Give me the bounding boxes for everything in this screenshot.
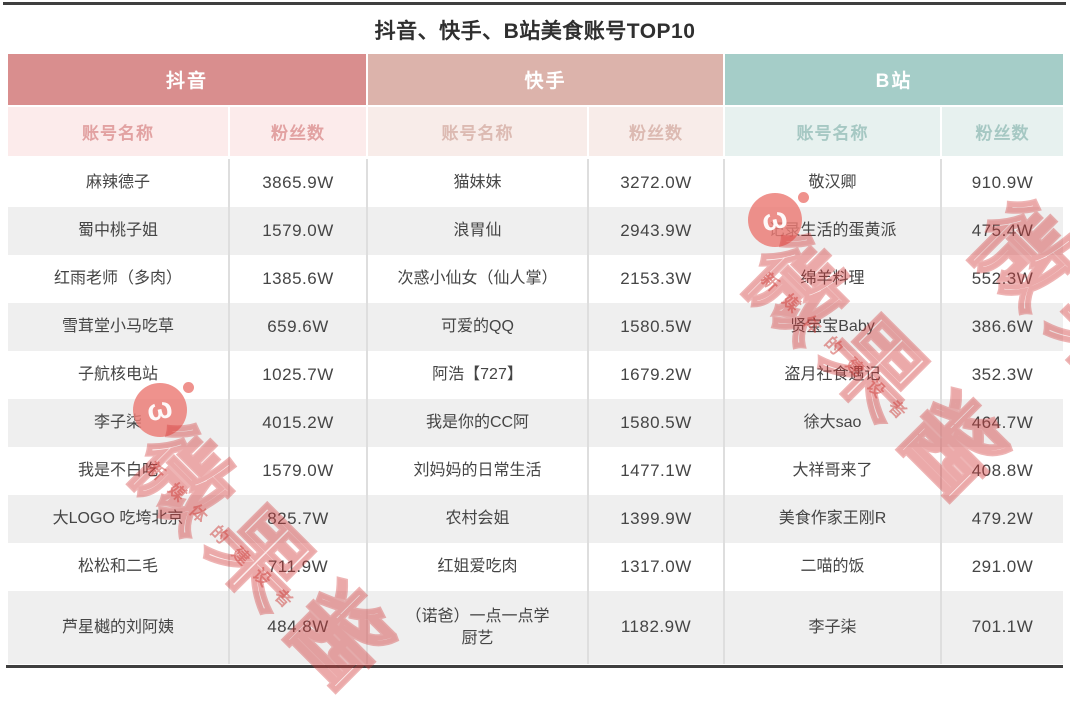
- fans-cell-bilibili: 386.6W: [942, 303, 1063, 351]
- account-cell-douyin: 雪茸堂小马吃草: [8, 303, 228, 351]
- platform-header-kuaishou: 快手: [368, 54, 723, 105]
- fans-cell-bilibili: 464.7W: [942, 399, 1063, 447]
- table-row: 雪茸堂小马吃草 659.6W 可爱的QQ 1580.5W 贤宝宝Baby 386.6W: [8, 303, 1063, 351]
- account-cell-bilibili: 李子柒: [725, 591, 940, 664]
- account-cell-bilibili: 二喵的饭: [725, 543, 940, 591]
- account-cell-douyin: 子航核电站: [8, 351, 228, 399]
- table-row: 红雨老师（多肉） 1385.6W 次惑小仙女（仙人掌） 2153.3W 绵羊料理 552.…: [8, 255, 1063, 303]
- fans-cell-bilibili: 910.9W: [942, 159, 1063, 207]
- account-cell-bilibili: 徐大sao: [725, 399, 940, 447]
- account-cell-douyin: 芦星樾的刘阿姨: [8, 591, 228, 664]
- fans-cell-kuaishou: 2943.9W: [589, 207, 723, 255]
- account-cell-bilibili: 贤宝宝Baby: [725, 303, 940, 351]
- account-cell-kuaishou: 浪胃仙: [368, 207, 587, 255]
- fans-cell-kuaishou: 1679.2W: [589, 351, 723, 399]
- account-cell-kuaishou: 猫妹妹: [368, 159, 587, 207]
- account-cell-kuaishou: 刘妈妈的日常生活: [368, 447, 587, 495]
- column-header-douyin-fans: 粉丝数: [230, 107, 366, 156]
- column-header-kuaishou-fans: 粉丝数: [589, 107, 723, 156]
- fans-cell-bilibili: 552.3W: [942, 255, 1063, 303]
- table-row: 李子柒 4015.2W 我是你的CC阿 1580.5W 徐大sao 464.7W: [8, 399, 1063, 447]
- fans-cell-douyin: 659.6W: [230, 303, 366, 351]
- fans-cell-bilibili: 291.0W: [942, 543, 1063, 591]
- fans-cell-douyin: 1025.7W: [230, 351, 366, 399]
- fans-cell-kuaishou: 1477.1W: [589, 447, 723, 495]
- fans-cell-bilibili: 352.3W: [942, 351, 1063, 399]
- account-cell-douyin: 麻辣德子: [8, 159, 228, 207]
- fans-cell-kuaishou: 1317.0W: [589, 543, 723, 591]
- account-cell-kuaishou: 我是你的CC阿: [368, 399, 587, 447]
- fans-cell-kuaishou: 3272.0W: [589, 159, 723, 207]
- account-cell-bilibili: 大祥哥来了: [725, 447, 940, 495]
- table-row: 麻辣德子 3865.9W 猫妹妹 3272.0W 敬汉卿 910.9W: [8, 159, 1063, 207]
- account-cell-bilibili: 记录生活的蛋黄派: [725, 207, 940, 255]
- fans-cell-bilibili: 408.8W: [942, 447, 1063, 495]
- fans-cell-douyin: 825.7W: [230, 495, 366, 543]
- account-cell-kuaishou: 次惑小仙女（仙人掌）: [368, 255, 587, 303]
- account-cell-kuaishou: 红姐爱吃肉: [368, 543, 587, 591]
- account-cell-bilibili: 美食作家王刚R: [725, 495, 940, 543]
- fans-cell-douyin: 1579.0W: [230, 447, 366, 495]
- account-cell-kuaishou: 阿浩【727】: [368, 351, 587, 399]
- column-header-kuaishou-account: 账号名称: [368, 107, 587, 156]
- fans-cell-douyin: 3865.9W: [230, 159, 366, 207]
- fans-cell-bilibili: 475.4W: [942, 207, 1063, 255]
- fans-cell-kuaishou: 1399.9W: [589, 495, 723, 543]
- account-cell-douyin: 大LOGO 吃垮北京: [8, 495, 228, 543]
- fans-cell-bilibili: 479.2W: [942, 495, 1063, 543]
- fans-cell-bilibili: 701.1W: [942, 591, 1063, 664]
- fans-cell-kuaishou: 1580.5W: [589, 399, 723, 447]
- fans-cell-douyin: 1579.0W: [230, 207, 366, 255]
- table-row: 芦星樾的刘阿姨 484.8W （诺爸）一点一点学厨艺 1182.9W 李子柒 701.1W: [8, 591, 1063, 664]
- account-cell-douyin: 蜀中桃子姐: [8, 207, 228, 255]
- account-cell-bilibili: 盗月社食遇记: [725, 351, 940, 399]
- fans-cell-kuaishou: 2153.3W: [589, 255, 723, 303]
- table-row: 子航核电站 1025.7W 阿浩【727】 1679.2W 盗月社食遇记 352.3W: [8, 351, 1063, 399]
- account-cell-bilibili: 绵羊料理: [725, 255, 940, 303]
- top-divider-bar: [3, 2, 1066, 5]
- page-title: 抖音、快手、B站美食账号TOP10: [374, 20, 696, 43]
- column-header-douyin-account: 账号名称: [8, 107, 228, 156]
- table-row: 松松和二毛 711.9W 红姐爱吃肉 1317.0W 二喵的饭 291.0W: [8, 543, 1063, 591]
- account-cell-kuaishou: （诺爸）一点一点学厨艺: [368, 591, 587, 664]
- fans-cell-kuaishou: 1182.9W: [589, 591, 723, 664]
- account-cell-douyin: 红雨老师（多肉）: [8, 255, 228, 303]
- account-cell-kuaishou: 农村会姐: [368, 495, 587, 543]
- column-header-bilibili-fans: 粉丝数: [942, 107, 1063, 156]
- top10-table: 抖音 快手 B站 账号名称 粉丝数 账号名称 粉丝数 账号名称 粉丝数 麻辣德子…: [8, 54, 1063, 664]
- table-row: 蜀中桃子姐 1579.0W 浪胃仙 2943.9W 记录生活的蛋黄派 475.4W: [8, 207, 1063, 255]
- account-cell-bilibili: 敬汉卿: [725, 159, 940, 207]
- bottom-divider-bar: [6, 665, 1063, 668]
- fans-cell-kuaishou: 1580.5W: [589, 303, 723, 351]
- table-row: 我是不白吃 1579.0W 刘妈妈的日常生活 1477.1W 大祥哥来了 408.8W: [8, 447, 1063, 495]
- table-row: 大LOGO 吃垮北京 825.7W 农村会姐 1399.9W 美食作家王刚R 479.2W: [8, 495, 1063, 543]
- fans-cell-douyin: 1385.6W: [230, 255, 366, 303]
- table-body: 麻辣德子 3865.9W 猫妹妹 3272.0W 敬汉卿 910.9W 蜀中桃子姐 1579.…: [8, 159, 1063, 664]
- fans-cell-douyin: 4015.2W: [230, 399, 366, 447]
- column-header-bilibili-account: 账号名称: [725, 107, 940, 156]
- account-cell-douyin: 李子柒: [8, 399, 228, 447]
- platform-header-row: 抖音 快手 B站: [8, 54, 1063, 105]
- account-cell-kuaishou: 可爱的QQ: [368, 303, 587, 351]
- fans-cell-douyin: 711.9W: [230, 543, 366, 591]
- column-header-row: 账号名称 粉丝数 账号名称 粉丝数 账号名称 粉丝数: [8, 107, 1063, 156]
- account-cell-douyin: 我是不白吃: [8, 447, 228, 495]
- account-cell-douyin: 松松和二毛: [8, 543, 228, 591]
- platform-header-bilibili: B站: [725, 54, 1063, 105]
- platform-header-douyin: 抖音: [8, 54, 366, 105]
- fans-cell-douyin: 484.8W: [230, 591, 366, 664]
